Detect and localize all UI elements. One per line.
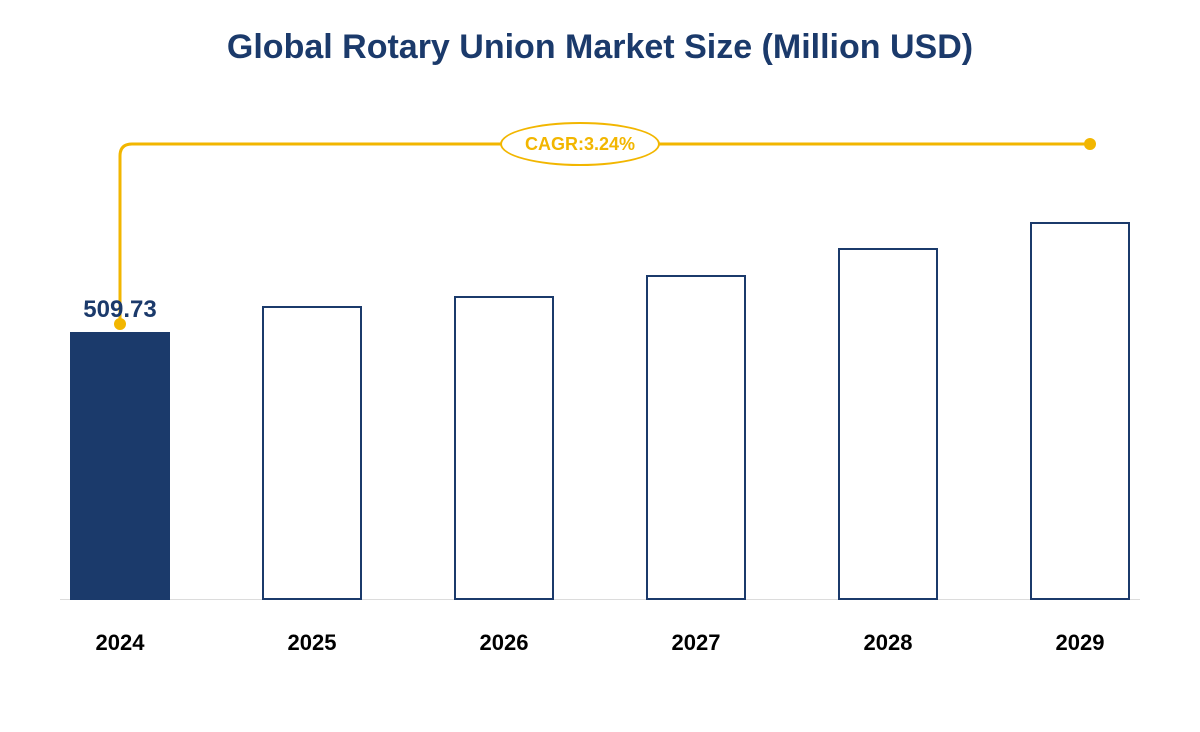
bar-value-label: 509.73 xyxy=(83,296,156,324)
x-axis-label: 2026 xyxy=(480,630,529,656)
bar xyxy=(646,275,746,601)
bar xyxy=(454,296,554,601)
bar-group: 2028 xyxy=(838,248,938,600)
x-axis-label: 2028 xyxy=(864,630,913,656)
bar xyxy=(838,248,938,600)
cagr-badge-text: CAGR:3.24% xyxy=(525,134,635,155)
chart-area: CAGR:3.24% 509.7320242025202620272028202… xyxy=(60,130,1140,660)
bar-group: 2025 xyxy=(262,306,362,600)
bar-group: 2027 xyxy=(646,275,746,601)
x-axis-label: 2029 xyxy=(1056,630,1105,656)
bar xyxy=(70,332,170,600)
chart-baseline xyxy=(60,599,1140,600)
bar xyxy=(1030,222,1130,600)
chart-title: Global Rotary Union Market Size (Million… xyxy=(0,0,1200,67)
x-axis-label: 2025 xyxy=(288,630,337,656)
bar-group: 509.732024 xyxy=(70,332,170,600)
cagr-badge: CAGR:3.24% xyxy=(500,122,660,166)
bar xyxy=(262,306,362,600)
x-axis-label: 2027 xyxy=(672,630,721,656)
bar-group: 2029 xyxy=(1030,222,1130,600)
cagr-line-end-dot xyxy=(1084,138,1096,150)
x-axis-label: 2024 xyxy=(96,630,145,656)
chart-plot-area: 509.732024 2025 2026 2027 2028 2029 xyxy=(60,180,1140,600)
bar-group: 2026 xyxy=(454,296,554,601)
